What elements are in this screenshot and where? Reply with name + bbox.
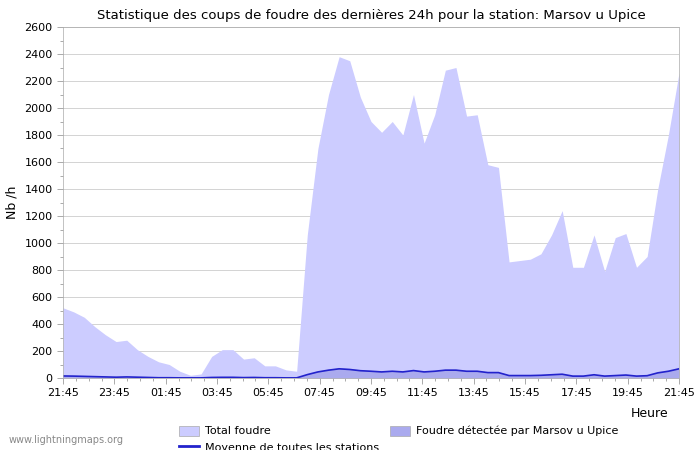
- Text: Heure: Heure: [631, 407, 668, 420]
- Y-axis label: Nb /h: Nb /h: [6, 186, 19, 219]
- Title: Statistique des coups de foudre des dernières 24h pour la station: Marsov u Upic: Statistique des coups de foudre des dern…: [97, 9, 645, 22]
- Legend: Total foudre, Moyenne de toutes les stations, Foudre détectée par Marsov u Upice: Total foudre, Moyenne de toutes les stat…: [179, 426, 618, 450]
- Text: www.lightningmaps.org: www.lightningmaps.org: [8, 435, 123, 445]
